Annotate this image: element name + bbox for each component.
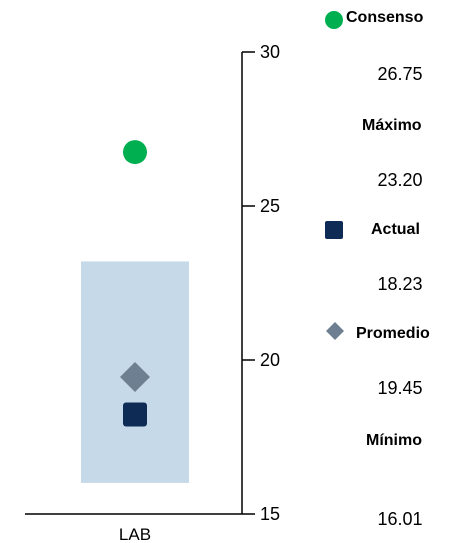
- y-tick-label: 20: [260, 350, 280, 370]
- y-tick-label: 30: [260, 42, 280, 62]
- x-tick-label: LAB: [119, 525, 151, 543]
- actual-marker: [123, 402, 147, 427]
- y-tick-label: 25: [260, 196, 280, 216]
- y-tick-label: 15: [260, 504, 280, 524]
- consenso-marker: [123, 140, 147, 165]
- promedio-marker: [120, 361, 150, 392]
